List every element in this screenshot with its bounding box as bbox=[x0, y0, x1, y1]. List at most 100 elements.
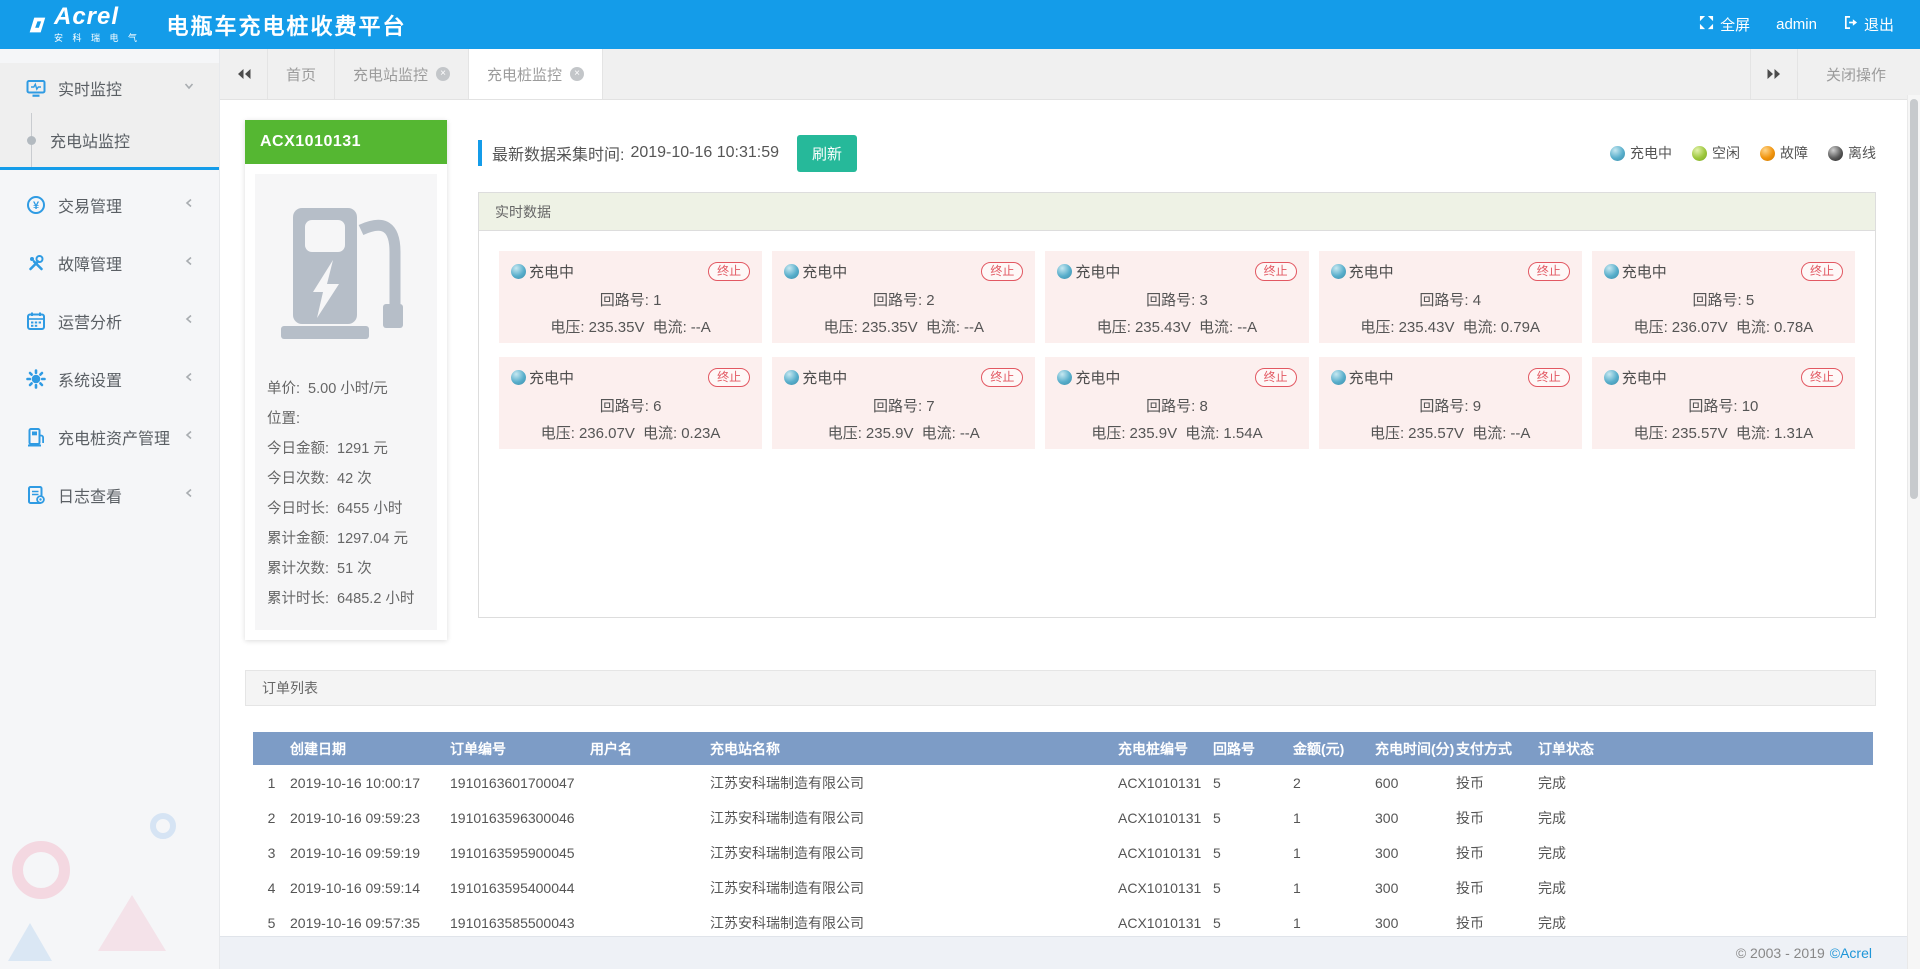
orders-table: 创建日期 订单编号 用户名 充电站名称 充电桩编号 回路号 金额(元) 充电时间… bbox=[253, 732, 1873, 936]
logo-subtext: 安 科 瑞 电 气 bbox=[54, 31, 141, 44]
sidebar-item-logs[interactable]: 日志查看 bbox=[0, 466, 219, 524]
offline-status-icon bbox=[1828, 146, 1843, 161]
refresh-button[interactable]: 刷新 bbox=[797, 135, 857, 172]
circuit-card: 充电中 终止 回路号: 5 电压:236.07V bbox=[1592, 251, 1855, 343]
order-row[interactable]: 5 2019-10-16 09:57:35 1910163585500043 江… bbox=[253, 905, 1873, 936]
terminate-button[interactable]: 终止 bbox=[1801, 368, 1843, 387]
order-circuit-no: 5 bbox=[1213, 870, 1293, 905]
sidebar-item-pile-assets[interactable]: 充电桩资产管理 bbox=[0, 408, 219, 466]
voltage-value: 235.35V bbox=[862, 319, 918, 336]
tabs-scroll-right-button[interactable] bbox=[1750, 49, 1798, 99]
circuit-card: 充电中 终止 回路号: 3 电压:235.43V bbox=[1045, 251, 1308, 343]
chevron-left-icon bbox=[183, 254, 195, 272]
terminate-button[interactable]: 终止 bbox=[1528, 262, 1570, 281]
order-charge-minutes: 300 bbox=[1375, 835, 1456, 870]
voltage-value: 236.07V bbox=[579, 425, 635, 442]
order-list-section: 订单列表 创建日期 订单编号 用户名 充电站名称 bbox=[245, 670, 1876, 936]
page-footer: © 2003 - 2019 ©Acrel bbox=[220, 936, 1920, 969]
terminate-button[interactable]: 终止 bbox=[981, 368, 1023, 387]
order-status: 完成 bbox=[1538, 765, 1873, 800]
user-menu[interactable]: admin bbox=[1776, 16, 1817, 33]
circuit-no: 1 bbox=[653, 292, 661, 309]
circuit-no-label: 回路号: bbox=[600, 398, 649, 415]
stat-value: 6455 小时 bbox=[337, 501, 402, 517]
copyright-brand[interactable]: ©Acrel bbox=[1830, 945, 1872, 961]
current-value: --A bbox=[691, 319, 711, 336]
sidebar-item-faults[interactable]: 故障管理 bbox=[0, 234, 219, 292]
order-pay-method: 投币 bbox=[1456, 870, 1538, 905]
chevron-left-icon bbox=[183, 428, 195, 446]
order-pay-method: 投币 bbox=[1456, 835, 1538, 870]
order-pile-no: ACX1010131 bbox=[1118, 800, 1213, 835]
terminate-button[interactable]: 终止 bbox=[981, 262, 1023, 281]
sidebar-item-realtime-monitor[interactable]: 实时监控 bbox=[0, 63, 219, 113]
sidebar-item-system-settings[interactable]: 系统设置 bbox=[0, 350, 219, 408]
circuit-status: 充电中 bbox=[1349, 367, 1394, 388]
sidebar-subitem-station-monitor[interactable]: 充电站监控 bbox=[0, 113, 219, 167]
col-username: 用户名 bbox=[590, 732, 710, 765]
circuit-no-label: 回路号: bbox=[1146, 292, 1195, 309]
order-row[interactable]: 4 2019-10-16 09:59:14 1910163595400044 江… bbox=[253, 870, 1873, 905]
current-value: --A bbox=[1510, 425, 1530, 442]
order-pile-no: ACX1010131 bbox=[1118, 765, 1213, 800]
tabs-scroll-left-button[interactable] bbox=[220, 49, 268, 99]
tab-pile-monitor[interactable]: 充电桩监控 × bbox=[469, 49, 603, 99]
voltage-value: 235.9V bbox=[1130, 425, 1178, 442]
stat-value: 5.00 小时/元 bbox=[308, 381, 388, 397]
order-no: 1910163601700047 bbox=[450, 765, 590, 800]
order-charge-minutes: 600 bbox=[1375, 765, 1456, 800]
order-pay-method: 投币 bbox=[1456, 800, 1538, 835]
brand-logo: Acrel 安 科 瑞 电 气 bbox=[26, 5, 141, 44]
station-stat-row: 累计时长:6485.2 小时 bbox=[267, 584, 425, 614]
terminate-button[interactable]: 终止 bbox=[708, 368, 750, 387]
voltage-value: 235.9V bbox=[866, 425, 914, 442]
monitor-column: 最新数据采集时间: 2019-10-16 10:31:59 刷新 充电中 空闲 … bbox=[478, 120, 1876, 618]
circuit-no-label: 回路号: bbox=[1688, 398, 1737, 415]
terminate-button[interactable]: 终止 bbox=[708, 262, 750, 281]
terminate-button[interactable]: 终止 bbox=[1801, 262, 1843, 281]
top-header: Acrel 安 科 瑞 电 气 电瓶车充电桩收费平台 全屏 admin 退出 bbox=[0, 0, 1920, 49]
fullscreen-button[interactable]: 全屏 bbox=[1699, 14, 1750, 35]
order-station-name: 江苏安科瑞制造有限公司 bbox=[710, 835, 1118, 870]
order-row[interactable]: 1 2019-10-16 10:00:17 1910163601700047 江… bbox=[253, 765, 1873, 800]
voltage-label: 电压: bbox=[1634, 319, 1668, 336]
order-no: 1910163596300046 bbox=[450, 800, 590, 835]
orders-header-row: 创建日期 订单编号 用户名 充电站名称 充电桩编号 回路号 金额(元) 充电时间… bbox=[253, 732, 1873, 765]
order-username bbox=[590, 835, 710, 870]
voltage-label: 电压: bbox=[1091, 425, 1125, 442]
voltage-label: 电压: bbox=[1360, 319, 1394, 336]
close-tab-icon[interactable]: × bbox=[436, 67, 450, 81]
collect-time-row: 最新数据采集时间: 2019-10-16 10:31:59 刷新 充电中 空闲 … bbox=[478, 134, 1876, 172]
sidebar-item-operation-analysis[interactable]: 运营分析 bbox=[0, 292, 219, 350]
tab-home[interactable]: 首页 bbox=[268, 49, 335, 99]
circuit-status: 充电中 bbox=[1349, 261, 1394, 282]
logout-button[interactable]: 退出 bbox=[1843, 14, 1894, 35]
order-index: 2 bbox=[253, 800, 290, 835]
page-title: 电瓶车充电桩收费平台 bbox=[167, 9, 407, 41]
order-index: 4 bbox=[253, 870, 290, 905]
order-amount: 1 bbox=[1293, 905, 1375, 936]
col-create-date: 创建日期 bbox=[290, 732, 450, 765]
station-stat-row: 累计金额:1297.04 元 bbox=[267, 524, 425, 554]
terminate-button[interactable]: 终止 bbox=[1255, 262, 1297, 281]
order-username bbox=[590, 905, 710, 936]
circuit-card: 充电中 终止 回路号: 1 电压:235.35V bbox=[499, 251, 762, 343]
scrollbar-thumb[interactable] bbox=[1910, 99, 1918, 499]
order-row[interactable]: 3 2019-10-16 09:59:19 1910163595900045 江… bbox=[253, 835, 1873, 870]
tab-station-monitor[interactable]: 充电站监控 × bbox=[335, 49, 469, 99]
terminate-button[interactable]: 终止 bbox=[1528, 368, 1570, 387]
close-tab-icon[interactable]: × bbox=[570, 67, 584, 81]
sidebar-item-transactions[interactable]: ¥ 交易管理 bbox=[0, 176, 219, 234]
copyright-text: © 2003 - 2019 bbox=[1736, 945, 1825, 961]
close-operations-button[interactable]: 关闭操作 bbox=[1798, 49, 1920, 99]
stat-label: 累计次数: bbox=[267, 561, 329, 577]
order-row[interactable]: 2 2019-10-16 09:59:23 1910163596300046 江… bbox=[253, 800, 1873, 835]
circuit-no-label: 回路号: bbox=[1146, 398, 1195, 415]
station-stat-row: 累计次数:51 次 bbox=[267, 554, 425, 584]
voltage-label: 电压: bbox=[1097, 319, 1131, 336]
circuit-status: 充电中 bbox=[1075, 261, 1120, 282]
circuit-no-label: 回路号: bbox=[1693, 292, 1742, 309]
terminate-button[interactable]: 终止 bbox=[1255, 368, 1297, 387]
fault-status-icon bbox=[1760, 146, 1775, 161]
vertical-scrollbar[interactable] bbox=[1907, 95, 1920, 969]
